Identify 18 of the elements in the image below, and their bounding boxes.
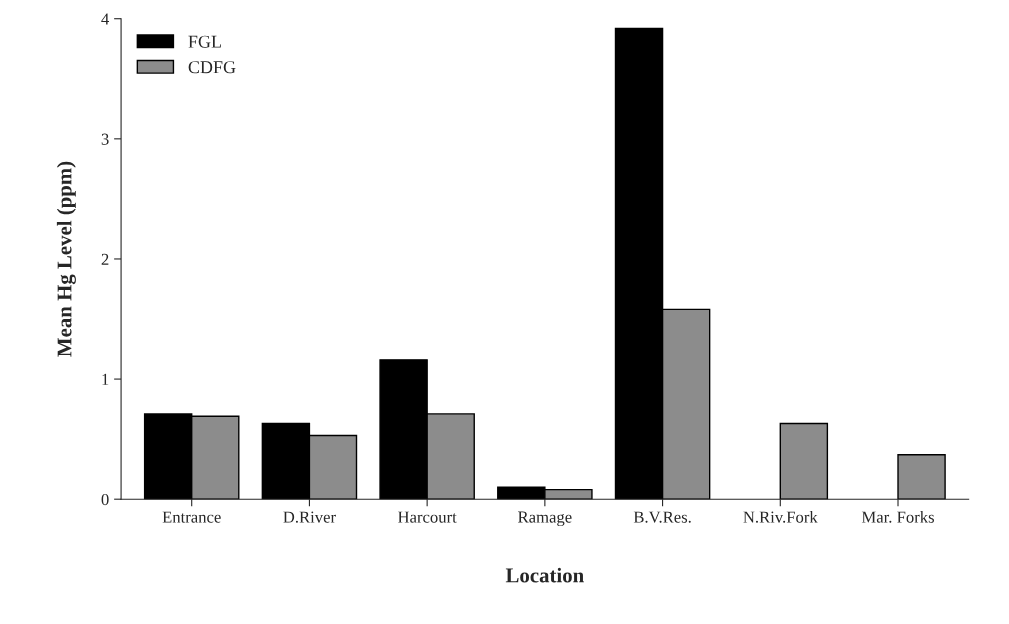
y-tick-label: 2	[101, 253, 109, 265]
y-tick-label: 0	[101, 493, 109, 506]
bar	[897, 454, 946, 500]
x-axis-title: Location	[505, 567, 584, 583]
x-tick-label: Entrance	[162, 511, 221, 523]
bar	[779, 422, 829, 500]
x-tick-label: Mar. Forks	[861, 511, 934, 523]
legend-label: CDFG	[188, 61, 236, 74]
x-tick-label: D.River	[283, 511, 336, 523]
y-tick-label: 4	[101, 13, 110, 25]
y-tick-label: 1	[102, 373, 109, 385]
legend-label: FGL	[188, 35, 221, 48]
x-tick-label: B.V.Res.	[633, 511, 691, 523]
y-axis-title: Mean Hg Level (ppm)	[56, 161, 76, 357]
x-tick-label: N.Riv.Fork	[743, 511, 818, 523]
y-tick-label: 3	[101, 133, 109, 145]
x-tick-label: Ramage	[518, 511, 572, 527]
x-tick-label: Harcourt	[398, 511, 457, 523]
